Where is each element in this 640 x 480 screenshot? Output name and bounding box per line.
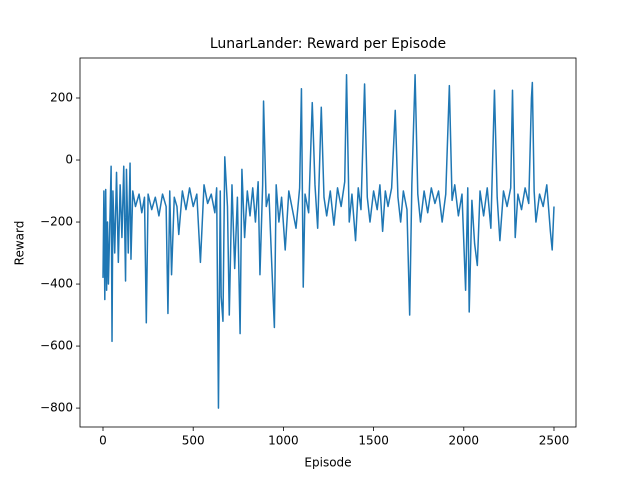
x-tick-label: 0 <box>99 434 107 448</box>
y-tick-label: −800 <box>40 401 73 415</box>
y-tick-label: −600 <box>40 339 73 353</box>
x-axis-label: Episode <box>304 456 351 470</box>
y-tick-label: 0 <box>65 153 73 167</box>
x-tick-label: 1500 <box>358 434 389 448</box>
x-tick-label: 1000 <box>268 434 299 448</box>
data-line <box>102 73 555 409</box>
x-tick-label: 2500 <box>539 434 570 448</box>
y-tick-label: −200 <box>40 215 73 229</box>
y-tick-label: 200 <box>50 91 73 105</box>
y-tick-label: −400 <box>40 277 73 291</box>
x-tick-label: 500 <box>182 434 205 448</box>
chart-title: LunarLander: Reward per Episode <box>210 36 446 52</box>
y-axis-label: Reward <box>13 221 27 266</box>
axes-frame <box>79 57 577 428</box>
x-tick-label: 2000 <box>449 434 480 448</box>
